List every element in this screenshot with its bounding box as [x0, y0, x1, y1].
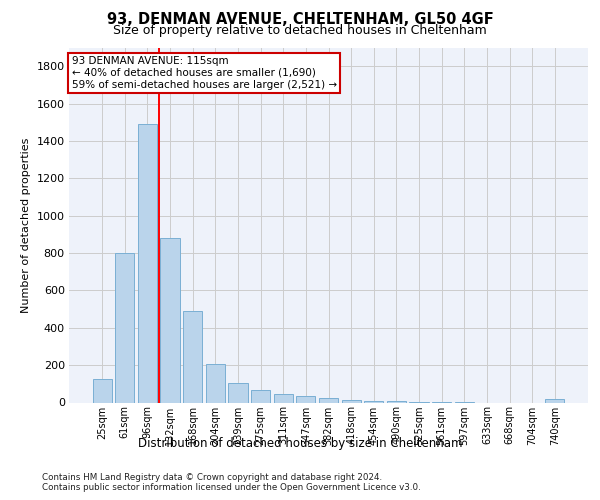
Bar [183, 311, 202, 402]
Y-axis label: Number of detached properties: Number of detached properties [21, 138, 31, 312]
Bar [341, 400, 361, 402]
Text: Size of property relative to detached houses in Cheltenham: Size of property relative to detached ho… [113, 24, 487, 37]
Bar [545, 399, 565, 402]
Bar [319, 398, 338, 402]
Bar [229, 383, 248, 402]
Text: 93, DENMAN AVENUE, CHELTENHAM, GL50 4GF: 93, DENMAN AVENUE, CHELTENHAM, GL50 4GF [107, 12, 493, 28]
Text: Distribution of detached houses by size in Cheltenham: Distribution of detached houses by size … [138, 438, 462, 450]
Text: Contains HM Land Registry data © Crown copyright and database right 2024.: Contains HM Land Registry data © Crown c… [42, 472, 382, 482]
Bar [251, 390, 270, 402]
Text: Contains public sector information licensed under the Open Government Licence v3: Contains public sector information licen… [42, 482, 421, 492]
Bar [92, 379, 112, 402]
Bar [274, 394, 293, 402]
Bar [115, 253, 134, 402]
Bar [387, 401, 406, 402]
Bar [160, 238, 180, 402]
Bar [138, 124, 157, 402]
Bar [364, 400, 383, 402]
Bar [206, 364, 225, 403]
Text: 93 DENMAN AVENUE: 115sqm
← 40% of detached houses are smaller (1,690)
59% of sem: 93 DENMAN AVENUE: 115sqm ← 40% of detach… [71, 56, 337, 90]
Bar [296, 396, 316, 402]
